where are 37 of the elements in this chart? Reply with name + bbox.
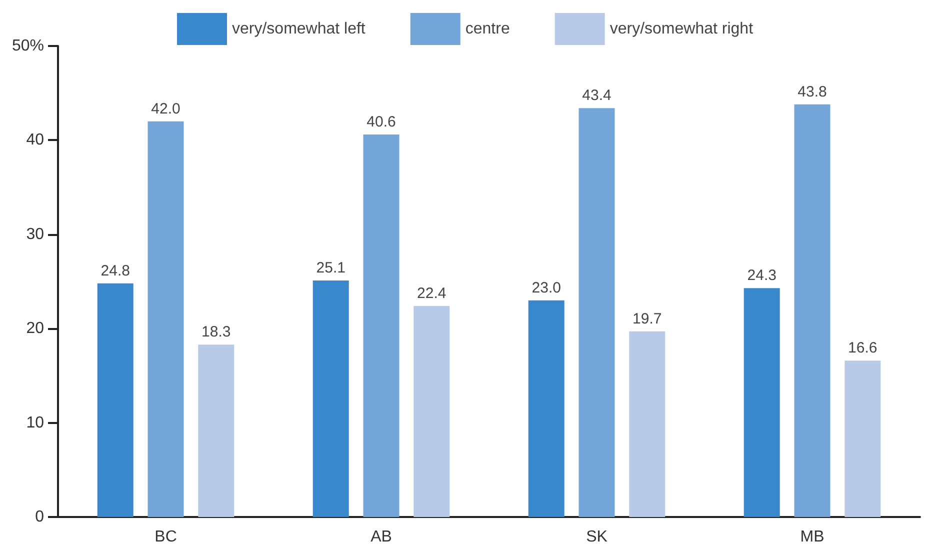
x-tick-label: AB bbox=[370, 528, 392, 546]
legend-label: very/somewhat left bbox=[232, 20, 366, 38]
y-tick-label: 50% bbox=[12, 38, 44, 54]
y-tick-label: 30 bbox=[26, 226, 44, 243]
data-label: 19.7 bbox=[632, 310, 662, 328]
bar bbox=[629, 331, 666, 517]
data-label: 18.3 bbox=[202, 324, 231, 341]
bar bbox=[794, 104, 830, 517]
data-label: 23.0 bbox=[532, 279, 561, 296]
data-label: 40.6 bbox=[366, 114, 396, 131]
y-tick-label: 0 bbox=[35, 508, 44, 526]
bar bbox=[312, 280, 349, 517]
data-label: 25.1 bbox=[316, 260, 346, 277]
data-label: 24.8 bbox=[100, 262, 130, 280]
y-tick-label: 40 bbox=[26, 132, 44, 149]
data-label: 22.4 bbox=[417, 284, 446, 302]
data-label: 43.4 bbox=[582, 87, 612, 104]
data-label: 42.0 bbox=[151, 100, 180, 118]
legend-label: centre bbox=[465, 20, 510, 38]
y-tick-label: 20 bbox=[26, 320, 44, 338]
x-tick-label: SK bbox=[586, 528, 608, 546]
y-tick-label: 10 bbox=[26, 414, 44, 432]
bar bbox=[97, 283, 134, 517]
bar bbox=[528, 300, 564, 517]
data-label: 43.8 bbox=[798, 83, 827, 100]
bar bbox=[148, 121, 184, 517]
bar bbox=[198, 344, 234, 517]
bar bbox=[744, 288, 780, 517]
bar bbox=[414, 306, 450, 517]
legend-label: very/somewhat right bbox=[610, 20, 754, 38]
x-tick-label: MB bbox=[800, 528, 824, 546]
x-tick-label: BC bbox=[154, 528, 177, 546]
bar bbox=[844, 360, 881, 517]
bar bbox=[578, 108, 615, 517]
data-label: 24.3 bbox=[747, 267, 776, 284]
bar bbox=[363, 134, 400, 517]
data-label: 16.6 bbox=[848, 340, 878, 357]
